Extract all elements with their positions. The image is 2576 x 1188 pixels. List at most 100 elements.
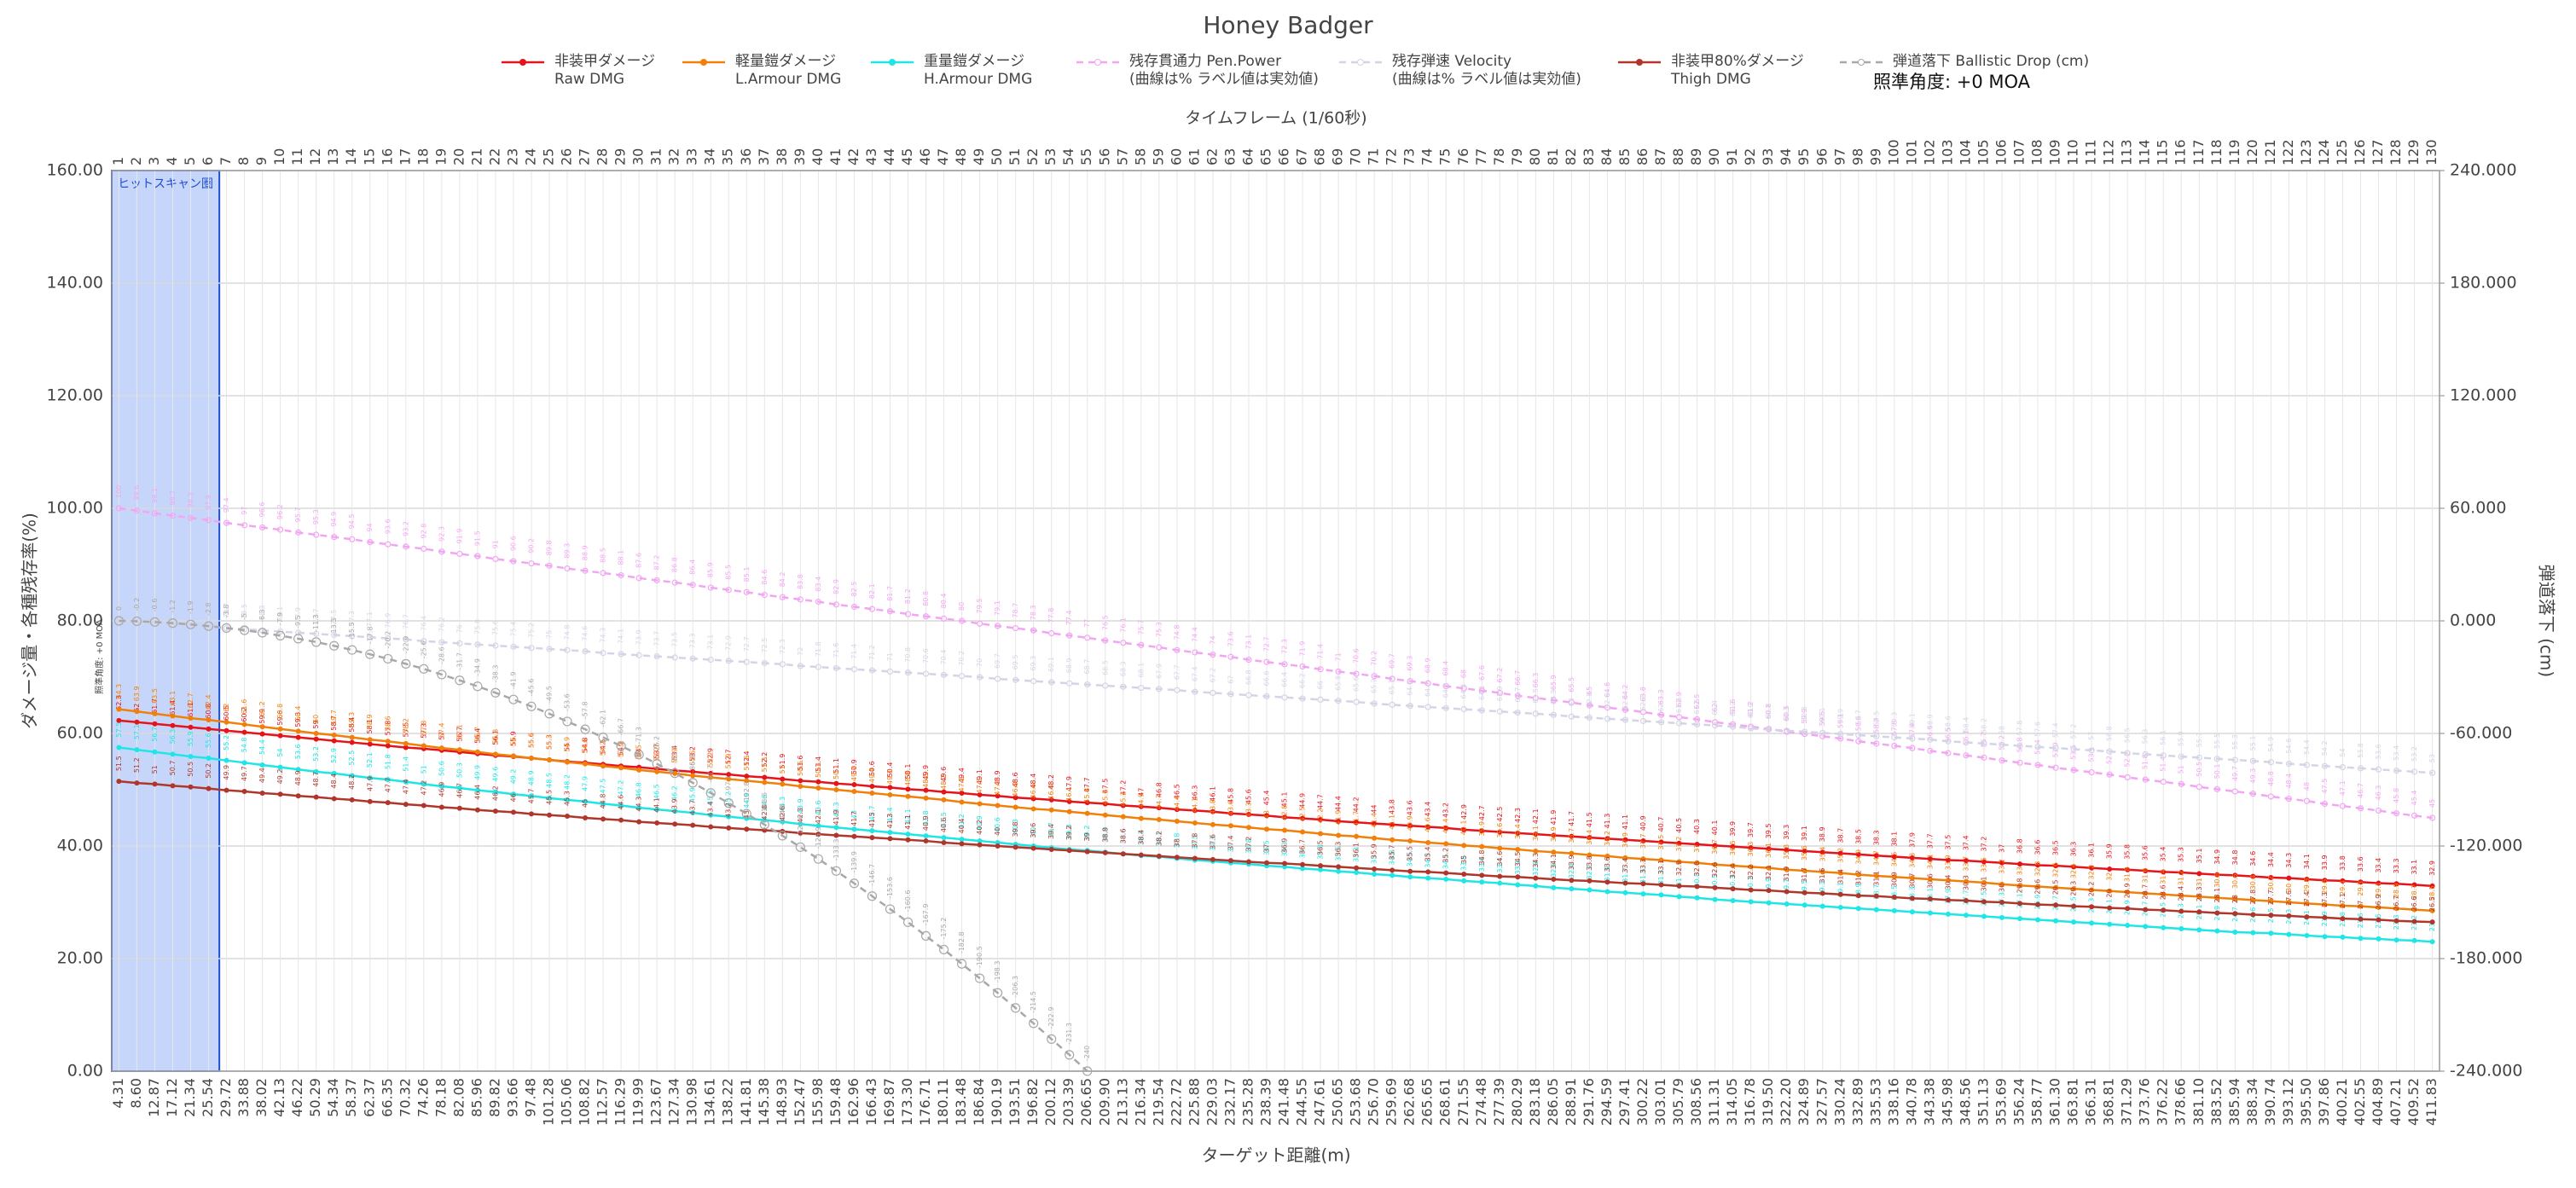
data-label: 67 — [1227, 675, 1234, 684]
data-label: 33.4 — [1496, 858, 1504, 873]
data-label: 86.8 — [671, 557, 679, 572]
data-label: 39.6 — [1030, 823, 1037, 838]
data-point — [2125, 890, 2131, 895]
data-label: 44.6 — [761, 795, 769, 810]
data-label: 45.8 — [1083, 788, 1091, 803]
data-point — [2196, 909, 2202, 915]
data-point — [1568, 713, 1575, 720]
data-label: 62.3 — [115, 695, 123, 710]
data-label: 74.4 — [1191, 627, 1198, 642]
data-point — [1766, 726, 1772, 733]
data-label: 85.9 — [707, 562, 715, 577]
data-label: 73.9 — [635, 629, 643, 645]
data-point — [510, 643, 517, 650]
data-point — [887, 830, 893, 836]
x2-tick-label: 411.83 — [2423, 1078, 2440, 1126]
data-label: 28.3 — [1908, 886, 1916, 901]
x2-tick-label: 253.68 — [1348, 1078, 1364, 1126]
data-label: 41.8 — [922, 810, 930, 826]
data-label: 54.2 — [618, 740, 625, 756]
data-label: 60.3 — [1783, 706, 1790, 721]
x-tick-label: 109 — [2047, 139, 2063, 165]
data-label: 56.7 — [151, 727, 159, 742]
y-tick-label: 100.00 — [47, 499, 103, 518]
data-label: 63.7 — [1514, 687, 1522, 703]
data-label: 87.6 — [635, 553, 643, 568]
data-point — [1389, 701, 1395, 708]
data-point — [1318, 831, 1324, 837]
data-point — [618, 651, 624, 658]
data-label: 71.8 — [815, 641, 822, 657]
data-label: 46.2 — [671, 785, 679, 801]
x-tick-label: 90 — [1706, 148, 1722, 165]
data-point — [1945, 878, 1951, 884]
x-tick-label: 82 — [1563, 148, 1579, 165]
data-label: 41.7 — [850, 811, 858, 826]
data-point — [2125, 906, 2131, 912]
data-label: 39.2 — [1065, 825, 1073, 840]
data-point — [2052, 745, 2059, 751]
data-point — [295, 529, 302, 536]
x-tick-label: 102 — [1921, 139, 1937, 165]
x2-tick-label: 200.12 — [1042, 1078, 1059, 1126]
data-label: 58.6 — [1854, 716, 1862, 731]
data-label: 93.6 — [384, 519, 392, 534]
data-point — [2017, 916, 2023, 922]
data-point — [223, 787, 229, 793]
data-point — [708, 812, 714, 818]
data-point — [1730, 843, 1736, 849]
data-point — [2142, 776, 2149, 783]
x2-tick-label: 62.37 — [361, 1078, 377, 1117]
data-point — [1587, 852, 1593, 858]
data-point — [1156, 644, 1163, 651]
data-label: 62 — [1657, 704, 1665, 712]
data-label: 45 — [2428, 799, 2436, 808]
data-label: 33.9 — [1944, 855, 1952, 870]
data-label: 50.9 — [850, 759, 858, 774]
data-label: -57.8 — [582, 701, 589, 719]
x2-tick-label: 152.47 — [792, 1078, 808, 1126]
data-point — [385, 541, 392, 548]
y-tick-label: 0.00 — [67, 1062, 103, 1081]
data-point — [1210, 808, 1215, 814]
data-point — [188, 784, 194, 790]
data-label: 65.8 — [1335, 675, 1343, 691]
data-point — [2196, 754, 2202, 761]
data-point — [1784, 847, 1790, 853]
data-point — [1730, 863, 1736, 869]
data-point — [977, 801, 983, 807]
data-label: 47.5 — [600, 779, 607, 794]
data-label: 54 — [635, 748, 643, 756]
data-point — [2429, 939, 2435, 945]
data-point — [1371, 700, 1378, 707]
x2-tick-label: 119.99 — [630, 1078, 647, 1126]
x-tick-label: 26 — [559, 148, 575, 165]
data-point — [833, 780, 839, 786]
data-label: 32.4 — [1568, 863, 1575, 878]
data-label: 71.6 — [833, 643, 840, 658]
data-label: 88.5 — [600, 548, 607, 563]
x2-tick-label: 353.69 — [1993, 1078, 2009, 1126]
data-label: 90.2 — [527, 538, 535, 553]
data-label: 76.2 — [438, 617, 445, 632]
x-tick-label: 67 — [1294, 148, 1310, 165]
data-label: 51.3 — [761, 757, 769, 773]
data-label: -9.5 — [294, 615, 302, 629]
x2-tick-label: 145.38 — [756, 1078, 772, 1126]
data-point — [2232, 929, 2238, 935]
data-label: 58 — [1998, 726, 2005, 734]
x-tick-label: 107 — [2011, 139, 2028, 165]
x2-tick-label: 29.72 — [218, 1078, 234, 1117]
data-point — [1855, 872, 1861, 878]
x-tick-label: 16 — [379, 148, 395, 165]
data-label: 41.5 — [868, 812, 876, 827]
data-label: 56.7 — [473, 727, 481, 742]
data-label: 47.9 — [1065, 776, 1073, 791]
data-label: 47.7 — [1083, 777, 1091, 792]
data-point — [223, 727, 229, 733]
data-label: 45.2 — [1119, 791, 1127, 807]
x2-tick-label: 368.81 — [2101, 1078, 2117, 1126]
data-label: 56.5 — [2124, 727, 2132, 743]
data-point — [1622, 837, 1628, 843]
data-point — [258, 628, 268, 638]
